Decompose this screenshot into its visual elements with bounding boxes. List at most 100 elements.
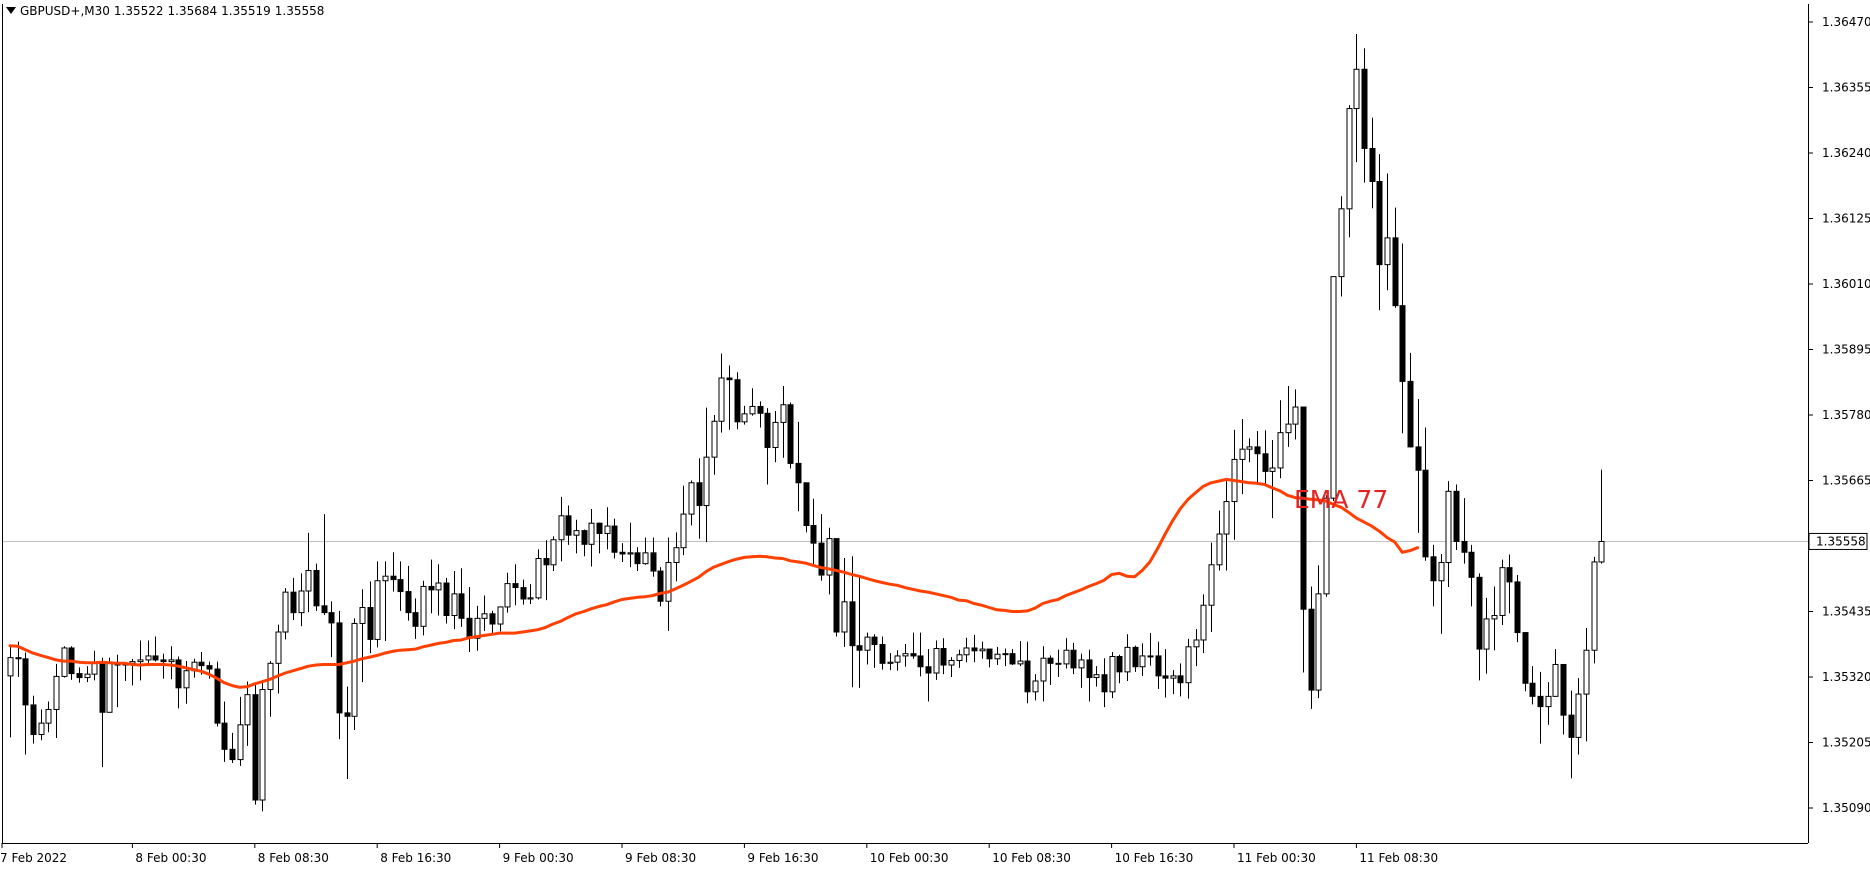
candle	[1392, 207, 1399, 308]
candle-body-bear	[565, 515, 572, 536]
candle	[1024, 641, 1031, 704]
candle	[1177, 663, 1184, 697]
candle	[145, 640, 152, 667]
candle-body-bull	[1285, 423, 1292, 434]
x-tick-label: 10 Feb 16:30	[1115, 851, 1194, 865]
candle-body-bull	[841, 601, 848, 633]
candle-body-bear	[1506, 567, 1513, 583]
candle-body-bear	[214, 668, 221, 724]
candle	[168, 646, 175, 680]
candle	[956, 649, 963, 668]
candle	[1101, 658, 1108, 708]
candle	[787, 402, 794, 469]
candle-body-bear	[734, 379, 741, 423]
candle-body-bull	[948, 659, 955, 666]
candle-body-bull	[1598, 540, 1605, 563]
axes	[2, 4, 1809, 844]
candle	[466, 587, 473, 652]
candle-body-bull	[137, 659, 144, 663]
candle	[558, 497, 565, 562]
candle-body-bull	[282, 591, 289, 633]
candle-body-bear	[1468, 551, 1475, 578]
candle-body-bull	[45, 708, 52, 724]
candle	[1461, 498, 1468, 564]
candle-body-bear	[1070, 649, 1077, 669]
candle-body-bull	[642, 552, 649, 565]
candle-body-bear	[1361, 68, 1368, 149]
candle-body-bull	[1277, 432, 1284, 469]
candle	[1407, 352, 1414, 448]
candle	[175, 656, 182, 709]
candle	[994, 646, 1001, 666]
candle	[1598, 469, 1605, 564]
candle-body-bull	[1246, 446, 1253, 450]
x-tick-label: 8 Feb 00:30	[135, 851, 206, 865]
candle-body-bear	[1101, 674, 1108, 693]
candle-body-bull	[1323, 497, 1330, 595]
candle-body-bull	[504, 583, 511, 608]
candle-body-bear	[1415, 446, 1422, 471]
candle-body-bear	[520, 587, 527, 600]
candle-body-bull	[1223, 501, 1230, 535]
candle-body-bear	[1392, 237, 1399, 307]
candle	[650, 537, 657, 577]
candle-body-bull	[887, 661, 894, 664]
triangle-down-icon[interactable]	[6, 7, 16, 14]
candle	[374, 561, 381, 648]
candle-body-bear	[175, 659, 182, 689]
candle-body-bull	[1109, 655, 1116, 693]
candle-body-bull	[106, 662, 113, 713]
candle	[1399, 243, 1406, 434]
candle-body-bull	[665, 562, 672, 602]
candle	[1323, 495, 1330, 597]
candle	[328, 601, 335, 658]
x-tick-label: 8 Feb 08:30	[258, 851, 329, 865]
candle	[53, 663, 60, 738]
candle-body-bear	[810, 524, 817, 544]
candle	[986, 648, 993, 668]
symbol-info: GBPUSD+,M30 1.35522 1.35684 1.35519 1.35558	[6, 4, 328, 18]
candle-body-bull	[1583, 649, 1590, 695]
y-tick-label: 1.36010	[1822, 277, 1870, 291]
candle	[1575, 678, 1582, 755]
candle-body-bull	[1315, 593, 1322, 691]
candle-body-bull	[1545, 695, 1552, 708]
candle-body-bear	[206, 665, 213, 670]
candle-body-bull	[183, 670, 190, 689]
y-tick-label: 1.36355	[1822, 81, 1870, 95]
candle-body-bear	[581, 530, 588, 545]
candle	[1109, 651, 1116, 699]
candle	[1384, 173, 1391, 291]
candle	[1346, 105, 1353, 238]
candle-body-bull	[1438, 562, 1445, 582]
candle-body-bear	[1308, 608, 1315, 691]
candle	[971, 634, 978, 663]
candle-body-bull	[298, 590, 305, 614]
candle	[1116, 654, 1123, 684]
candle	[527, 584, 534, 605]
candle	[435, 564, 442, 616]
candle	[7, 645, 14, 738]
candle	[1522, 632, 1529, 692]
candle	[1070, 642, 1077, 675]
candle-body-bull	[550, 539, 557, 566]
x-tick-label: 11 Feb 00:30	[1237, 851, 1316, 865]
candle	[336, 610, 343, 740]
candle	[428, 559, 435, 614]
candle	[718, 353, 725, 433]
candle	[1376, 154, 1383, 311]
candle-body-bull	[1216, 533, 1223, 566]
candle	[1315, 565, 1322, 699]
y-tick-label: 1.35320	[1822, 670, 1870, 684]
candle	[1147, 633, 1154, 666]
candle	[221, 701, 228, 762]
candle	[443, 577, 450, 624]
candle	[588, 508, 595, 567]
candle	[1285, 385, 1292, 447]
candle	[458, 568, 465, 627]
candle-body-bear	[1055, 662, 1062, 665]
candle-body-bear	[1522, 632, 1529, 684]
candle-body-bull	[1185, 646, 1192, 684]
candle	[267, 661, 274, 717]
